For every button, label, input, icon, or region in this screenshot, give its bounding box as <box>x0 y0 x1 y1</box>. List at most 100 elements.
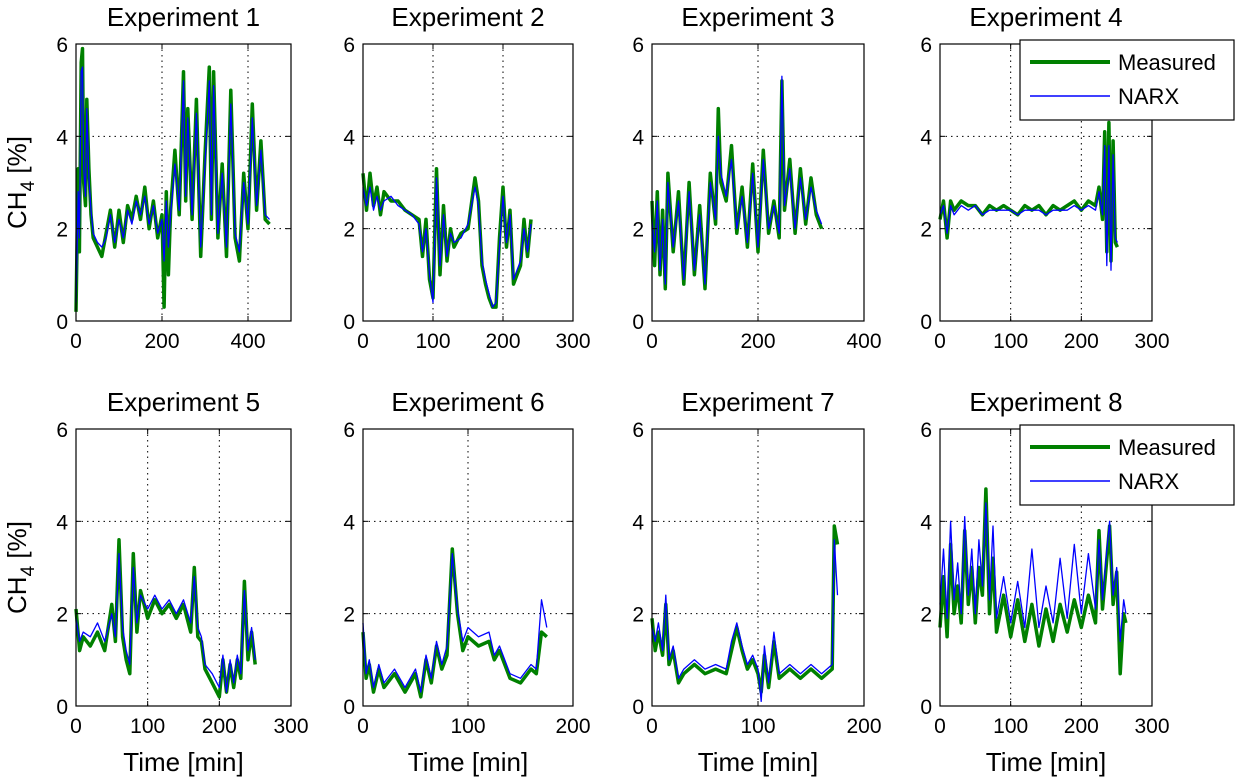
plot-area <box>363 44 573 321</box>
y-tick-label: 0 <box>56 311 68 334</box>
x-tick-label: 0 <box>646 330 658 353</box>
subplot-2: 0 100 200 300 0 2 4 6 Experiment 2 <box>343 2 590 353</box>
y-axis-label: CH4 [%] <box>2 521 39 614</box>
x-tick-label: 200 <box>555 715 590 738</box>
y-tick-label: 2 <box>632 604 644 627</box>
x-tick-label: 100 <box>993 330 1028 353</box>
y-tick-label: 4 <box>56 511 68 534</box>
x-tick-label: 0 <box>357 715 369 738</box>
x-tick-label: 0 <box>646 715 658 738</box>
x-tick-label: 100 <box>450 715 485 738</box>
subplot-5: 0 100 200 300 0 2 4 6 Experiment 5 Time [min] CH4 … <box>2 387 309 777</box>
x-tick-label: 0 <box>357 330 369 353</box>
series-line-narx <box>362 552 548 693</box>
subplot-3: 0 200 400 0 2 4 6 Experiment 3 <box>632 2 881 353</box>
y-tick-label: 2 <box>920 604 932 627</box>
series-line-narx <box>651 75 823 285</box>
x-tick-label: 400 <box>230 330 265 353</box>
x-tick-label: 0 <box>934 330 946 353</box>
legend-box <box>1019 424 1235 506</box>
x-tick-label: 100 <box>130 715 165 738</box>
x-tick-label: 0 <box>70 715 82 738</box>
chart-title: Experiment 3 <box>681 2 834 32</box>
x-tick-label: 400 <box>846 330 881 353</box>
y-tick-label: 2 <box>343 219 355 242</box>
x-tick-label: 200 <box>846 715 881 738</box>
chart-title: Experiment 4 <box>969 2 1122 32</box>
y-tick-label: 2 <box>343 604 355 627</box>
x-tick-label: 100 <box>740 715 775 738</box>
y-tick-label: 4 <box>632 511 644 534</box>
y-tick-label: 4 <box>920 511 932 534</box>
y-tick-label: 0 <box>920 696 932 719</box>
y-tick-label: 2 <box>632 219 644 242</box>
x-axis-label: Time [min] <box>698 747 818 777</box>
chart-title: Experiment 6 <box>391 387 544 417</box>
x-axis-label: Time [min] <box>123 747 243 777</box>
x-tick-label: 300 <box>273 715 308 738</box>
y-axis-label: CH4 [%] <box>2 136 39 229</box>
series-line-narx <box>362 177 532 308</box>
series-line-narx <box>75 66 270 303</box>
y-tick-label: 2 <box>56 604 68 627</box>
x-tick-label: 100 <box>993 715 1028 738</box>
x-axis-label: Time [min] <box>986 747 1106 777</box>
y-tick-label: 6 <box>56 34 68 57</box>
x-tick-label: 200 <box>1064 715 1099 738</box>
series-line-narx <box>75 552 256 693</box>
series-line-measured <box>361 547 548 699</box>
x-axis-label: Time [min] <box>408 747 528 777</box>
x-tick-label: 300 <box>555 330 590 353</box>
series-line-measured <box>74 538 257 699</box>
chart-title: Experiment 5 <box>107 387 260 417</box>
y-tick-label: 6 <box>632 34 644 57</box>
series-line-narx <box>939 144 1118 271</box>
legend-label-measured: Measured <box>1118 435 1216 460</box>
y-tick-label: 6 <box>920 419 932 442</box>
y-tick-label: 0 <box>920 311 932 334</box>
y-tick-label: 0 <box>632 311 644 334</box>
x-tick-label: 200 <box>485 330 520 353</box>
legend: Measured NARX <box>1019 39 1235 121</box>
y-tick-label: 0 <box>343 696 355 719</box>
y-tick-label: 6 <box>632 419 644 442</box>
y-tick-label: 4 <box>343 126 355 149</box>
series-line-narx <box>939 502 1127 643</box>
chart-title: Experiment 2 <box>391 2 544 32</box>
subplot-7: 0 100 200 0 2 4 6 Experiment 7 Time [min] <box>632 387 881 777</box>
x-tick-label: 0 <box>70 330 82 353</box>
y-tick-label: 4 <box>56 126 68 149</box>
chart-title: Experiment 7 <box>681 387 834 417</box>
legend-label-narx: NARX <box>1118 84 1179 109</box>
y-tick-label: 6 <box>343 34 355 57</box>
axes-box <box>75 43 292 322</box>
y-tick-label: 4 <box>632 126 644 149</box>
y-tick-label: 4 <box>343 511 355 534</box>
x-tick-label: 200 <box>1064 330 1099 353</box>
y-tick-label: 6 <box>343 419 355 442</box>
x-tick-label: 0 <box>934 715 946 738</box>
y-tick-label: 2 <box>920 219 932 242</box>
chart-title: Experiment 1 <box>107 2 260 32</box>
subplot-4: 0 100 200 300 0 2 4 6 Experiment 4 Measured NARX <box>920 2 1235 353</box>
axes-box <box>362 43 574 322</box>
y-tick-label: 2 <box>56 219 68 242</box>
y-tick-label: 0 <box>632 696 644 719</box>
y-tick-label: 0 <box>343 311 355 334</box>
legend-box <box>1019 39 1235 121</box>
y-tick-label: 6 <box>56 419 68 442</box>
chart-title: Experiment 8 <box>969 387 1122 417</box>
plot-area <box>76 429 291 706</box>
subplot-6: 0 100 200 0 2 4 6 Experiment 6 Time [min] <box>343 387 590 777</box>
x-tick-label: 100 <box>415 330 450 353</box>
series-line-narx <box>651 539 839 703</box>
x-tick-label: 300 <box>1134 715 1169 738</box>
x-tick-label: 200 <box>144 330 179 353</box>
subplot-1: 0 200 400 0 2 4 6 Experiment 1 CH4 [%] <box>2 2 292 353</box>
x-tick-label: 300 <box>1134 330 1169 353</box>
y-tick-label: 0 <box>56 696 68 719</box>
legend: Measured NARX <box>1019 424 1235 506</box>
series-line-measured <box>650 524 840 694</box>
axes-box <box>75 428 292 707</box>
